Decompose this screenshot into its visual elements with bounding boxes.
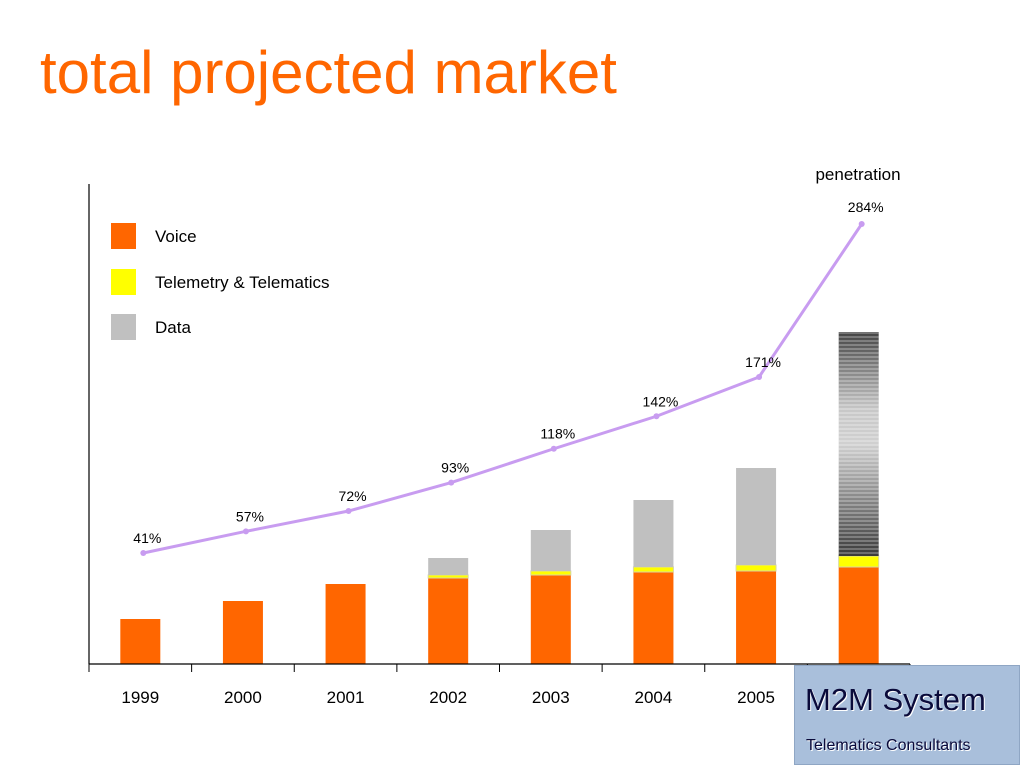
penetration-point-2006 [858,221,865,227]
penetration-label-2004: 142% [643,393,679,409]
slide-title: total projected market [40,39,617,106]
penetration-point-2003 [550,445,557,452]
penetration-label-2006: 284% [848,199,884,215]
bar-voice-1999 [120,619,161,664]
penetration-label-1999: 41% [133,530,161,546]
bar-voice-2003 [530,575,571,664]
logo-subtitle: Telematics Consultants [806,737,971,754]
penetration-line [143,223,863,555]
penetration-label-2000: 57% [236,508,264,524]
penetration-point-2001 [345,508,352,515]
legend: Voice Telemetry & Telematics Data [111,223,329,340]
penetration-point-2005 [756,373,763,380]
penetration-label-2003: 118% [540,426,575,442]
legend-swatch-telemetry [111,269,136,295]
bar-data-2002 [428,558,469,575]
penetration-point-2002 [448,479,455,486]
axes-group: 19992000200120022003200420052006 [88,184,911,707]
legend-swatch-data [111,314,136,340]
bar-voice-2001 [325,584,366,664]
bar-voice-2005 [736,571,777,664]
m2m-system-logo: M2M System Telematics Consultants [794,665,1020,765]
bar-data-2005 [736,468,777,565]
x-tick-label-2004: 2004 [635,688,673,707]
x-tick-label-2003: 2003 [532,688,570,707]
legend-label-telemetry: Telemetry & Telematics [155,273,329,292]
legend-label-data: Data [155,318,191,337]
x-tick-label-2000: 2000 [224,688,262,707]
bar-data-2003 [530,530,571,571]
bar-telemetry-2005 [735,564,777,572]
bar-telemetry-2004 [632,566,674,573]
x-tick-label-2001: 2001 [327,688,365,707]
bar-telemetry-2003 [530,570,572,576]
penetration-point-2004 [653,413,660,420]
penetration-label-2001: 72% [339,488,367,504]
bars-group [120,332,880,664]
bar-data-texture-2006 [838,332,879,556]
x-tick-label-2005: 2005 [737,688,775,707]
legend-label-voice: Voice [155,227,197,246]
penetration-label-2002: 93% [441,460,469,476]
bar-voice-2006 [838,567,879,664]
penetration-line-group: 41% 57% 72% 93% 118% 142% 171% 284% penetration [133,165,901,556]
penetration-point-1999 [140,550,147,556]
logo-title: M2M System [805,682,986,717]
bar-voice-2004 [633,572,674,664]
bar-data-2004 [633,500,674,567]
penetration-series-label: penetration [815,165,900,184]
bar-voice-2000 [222,601,263,664]
legend-swatch-voice [111,223,136,249]
penetration-point-2000 [242,528,249,535]
bar-telemetry-2006 [838,555,880,568]
penetration-label-2005: 171% [745,354,781,370]
x-tick-label-1999: 1999 [121,688,159,707]
bar-voice-2002 [428,578,469,664]
x-tick-label-2002: 2002 [429,688,467,707]
bar-telemetry-2002 [427,574,469,579]
